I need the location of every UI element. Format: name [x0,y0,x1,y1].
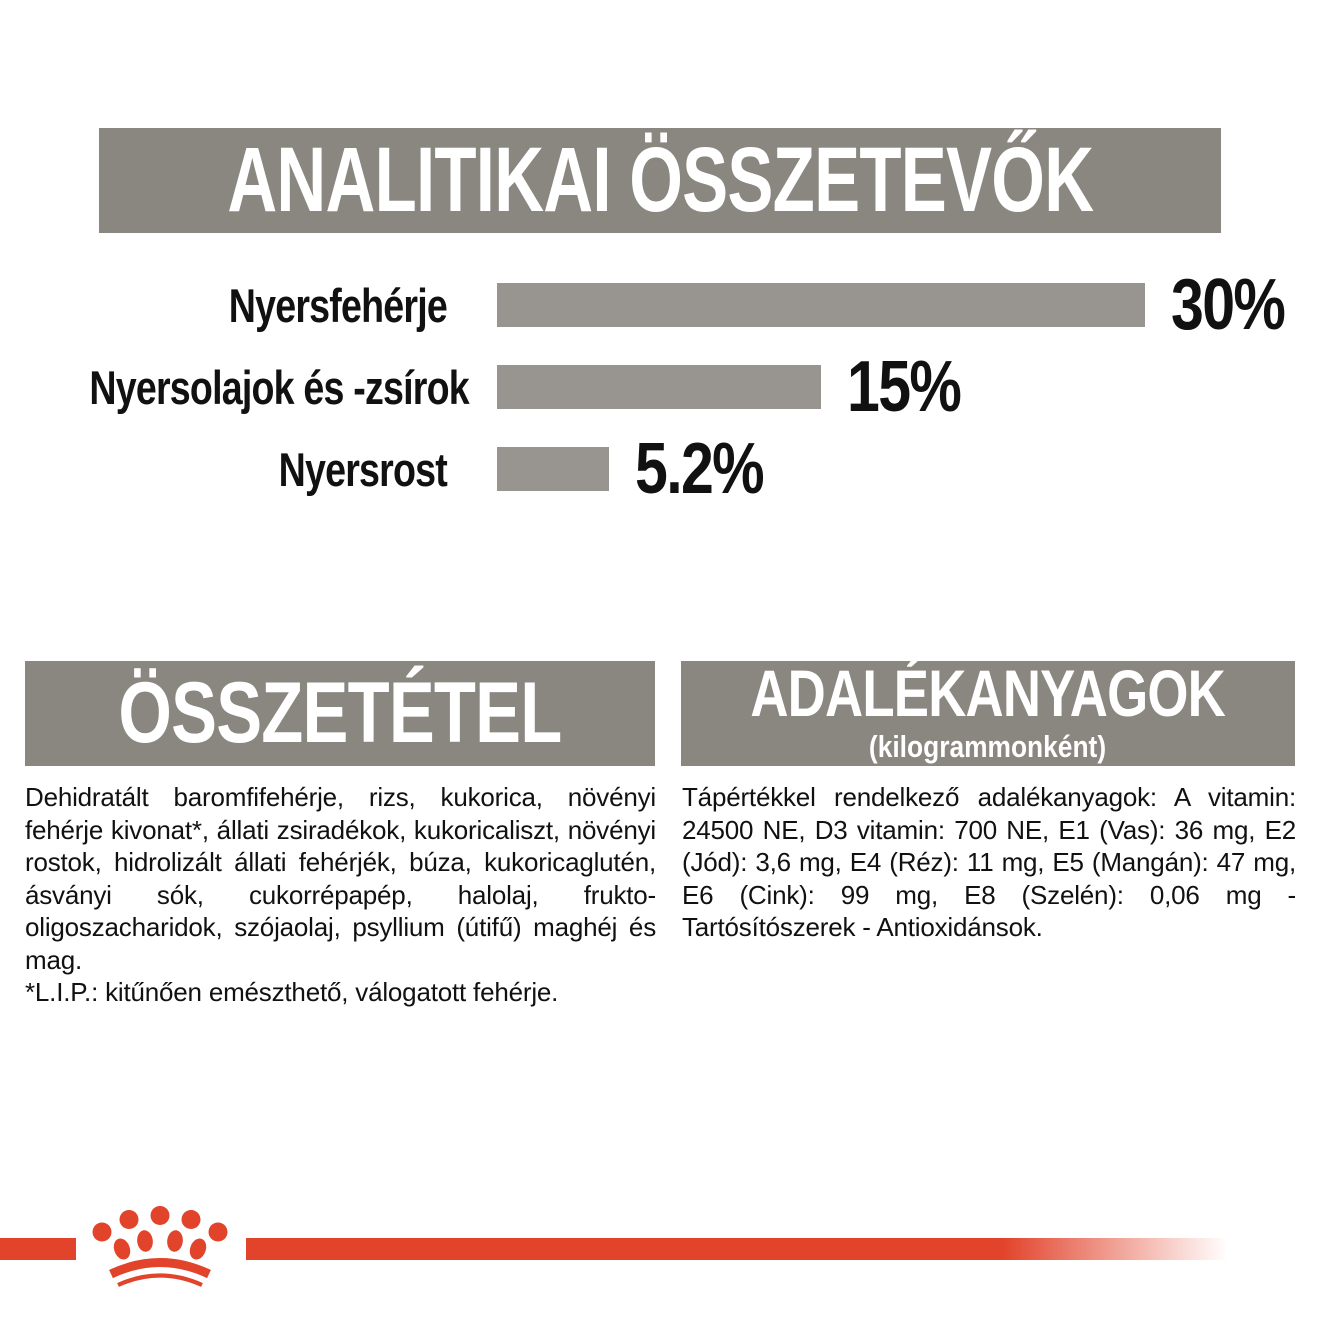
chart-bar-protein [497,283,1145,327]
chart-row-fat: Nyersolajok és -zsírok 15% [0,347,1320,427]
chart-row-protein: Nyersfehérje 30% [0,265,1320,345]
chart-category-label: Nyersrost [278,442,448,496]
chart-value-label: 5.2% [635,429,765,509]
chart-bar-fibre [497,447,610,491]
analytics-title: ANALITIKAI ÖSSZETEVŐK [227,128,1094,231]
additives-body: Tápértékkel rendelkező adalékanyagok: A … [682,781,1296,944]
brand-stripe-right [246,1238,1228,1260]
additives-subtitle: (kilogrammonként) [869,728,1107,764]
chart-bar-track: 30% [497,265,1286,345]
additives-text: Tápértékkel rendelkező adalékanyagok: A … [682,782,1296,942]
chart-value-label: 15% [847,347,962,427]
composition-ingredients-text: Dehidratált baromfifehérje, rizs, kukori… [25,782,656,975]
analytics-section-header: ANALITIKAI ÖSSZETEVŐK [99,128,1221,233]
additives-section-header: ADALÉKANYAGOK (kilogrammonként) [681,656,1295,766]
chart-bar-track: 5.2% [497,429,1145,509]
chart-bar-fat [497,365,821,409]
royal-canin-crown-icon [92,1206,228,1287]
composition-section-header: ÖSSZETÉTEL [25,661,655,766]
brand-stripe-left [0,1238,76,1260]
composition-body: Dehidratált baromfifehérje, rizs, kukori… [25,781,656,1009]
chart-category-label: Nyersolajok és -zsírok [89,360,469,414]
composition-title: ÖSSZETÉTEL [118,664,562,761]
chart-value-label: 30% [1171,265,1286,345]
chart-bar-track: 15% [497,347,1145,427]
additives-title: ADALÉKANYAGOK [750,656,1226,731]
chart-row-fibre: Nyersrost 5.2% [0,429,1320,509]
composition-lip-note: *L.I.P.: kitűnően emészthető, válogatott… [25,977,559,1007]
chart-category-label: Nyersfehérje [228,278,448,332]
